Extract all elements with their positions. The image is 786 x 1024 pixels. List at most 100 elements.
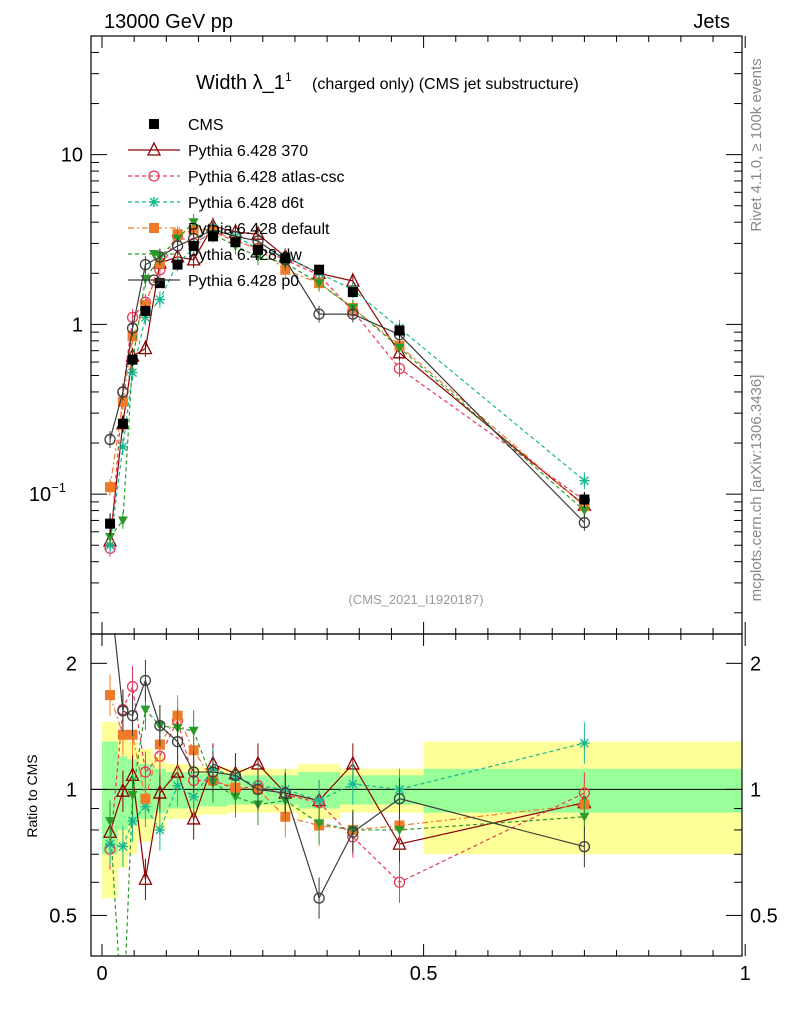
ratio-point	[579, 738, 590, 749]
series-point	[117, 516, 128, 526]
ratio-y-tick-label-right: 2	[750, 653, 761, 675]
ratio-point	[347, 826, 359, 838]
ratio-point	[186, 810, 201, 825]
ratio-point	[393, 793, 406, 805]
main-y-tick-label: 10−1	[29, 480, 66, 506]
ratio-point	[127, 816, 138, 827]
series-point	[186, 251, 201, 266]
ratio-point	[126, 680, 139, 693]
data-point	[579, 494, 590, 505]
main-y-tick-base: 10	[61, 145, 83, 167]
legend: CMS Pythia 6.428 370 Pythia 6.428 atlas-cs…	[128, 117, 345, 290]
ratio-point	[154, 824, 165, 835]
data-point	[105, 518, 116, 529]
ratio-band-inner	[102, 741, 119, 855]
data-point	[117, 418, 128, 429]
ratio-point	[138, 870, 153, 885]
legend-label: Pythia 6.428 p0	[188, 273, 299, 290]
plot-title-sup: 1	[285, 70, 292, 84]
ratio-point	[105, 817, 116, 827]
ratio-point	[152, 784, 167, 799]
ratio-point	[172, 780, 183, 791]
ratio-series-line	[109, 708, 585, 956]
x-tick-label: 0	[96, 963, 107, 985]
data-point	[207, 231, 218, 242]
series-point	[105, 482, 116, 493]
ratio-point	[229, 769, 242, 782]
series-line	[109, 221, 585, 538]
ratio-series-line	[109, 742, 585, 848]
legend-label: Pythia 6.428 atlas-csc	[188, 169, 345, 186]
series-point	[392, 344, 407, 359]
ratio-point	[105, 585, 115, 595]
ratio-point	[207, 766, 219, 778]
data-point	[188, 240, 199, 251]
process-label: Jets	[693, 11, 730, 33]
legend-marker	[146, 141, 162, 156]
ratio-frame	[90, 633, 743, 957]
legend-label: CMS	[188, 117, 224, 134]
ratio-point	[117, 705, 129, 717]
data-point	[127, 354, 138, 365]
series-point	[188, 218, 199, 228]
legend-marker	[148, 170, 160, 182]
ratio-point	[188, 726, 199, 736]
plot-title: Width λ_11	[196, 70, 292, 94]
data-point	[280, 253, 291, 264]
ratio-point	[314, 795, 325, 806]
ratio-point	[140, 793, 151, 804]
ratio-plot-panel	[90, 585, 743, 957]
legend-label: Pythia 6.428 dw	[188, 247, 302, 264]
plot-title-main: Width λ_1	[196, 72, 285, 94]
series-point	[394, 343, 405, 353]
ratio-y-tick-label-right: 1	[750, 779, 761, 801]
ratio-point	[314, 819, 325, 829]
main-y-tick-label: 1	[72, 314, 83, 336]
series-line	[109, 229, 585, 507]
legend-label: Pythia 6.428 d6t	[188, 195, 304, 212]
ratio-point	[105, 839, 116, 850]
data-point	[314, 264, 325, 275]
series-2	[105, 219, 590, 554]
legend-label: Pythia 6.428 370	[188, 143, 308, 160]
ratio-point	[171, 736, 184, 748]
ratio-y-tick-label: 2	[66, 653, 77, 675]
series-point	[171, 240, 184, 252]
series-point	[127, 367, 138, 378]
ratio-point	[117, 729, 128, 740]
legend-marker	[149, 197, 159, 207]
data-series	[105, 231, 590, 536]
ratio-point	[313, 892, 325, 904]
series-point	[117, 441, 128, 452]
series-line	[109, 229, 585, 523]
series-point	[140, 312, 151, 323]
legend-marker	[149, 223, 159, 233]
series-point	[314, 279, 325, 289]
series-point	[252, 252, 263, 262]
data-point	[172, 259, 183, 270]
ratio-point	[139, 674, 152, 687]
main-y-tick-label: 10	[61, 145, 83, 167]
data-point	[347, 287, 358, 298]
energy-label: 13000 GeV pp	[104, 11, 233, 33]
ratio-point	[140, 705, 151, 715]
data-point	[154, 278, 165, 289]
series-point	[117, 386, 129, 398]
series-point	[105, 540, 116, 551]
ratio-series-5	[105, 585, 591, 919]
series-point	[313, 308, 325, 320]
series-point	[126, 322, 139, 334]
rivet-label: Rivet 4.1.0, ≥ 100k events	[748, 58, 765, 231]
series-point	[105, 532, 116, 542]
ratio-point	[393, 876, 406, 888]
ratio-point	[579, 812, 590, 822]
data-point	[394, 325, 405, 336]
ratio-y-tick-label-right: 0.5	[750, 905, 778, 927]
ratio-point	[127, 790, 138, 800]
ratio-point	[252, 783, 264, 796]
series-point	[138, 340, 153, 355]
series-point	[578, 516, 591, 529]
main-y-tick-base: 1	[72, 314, 83, 336]
series-point	[347, 308, 359, 320]
